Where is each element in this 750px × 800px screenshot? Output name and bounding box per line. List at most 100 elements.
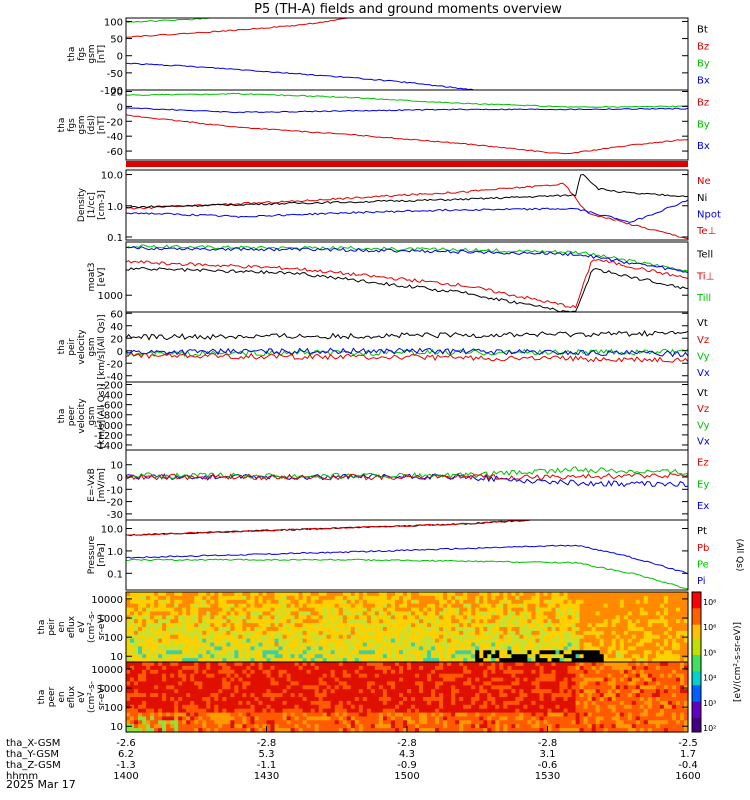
heatmap-cell (306, 665, 312, 671)
heatmap-cell (599, 685, 605, 690)
heatmap-cell (202, 603, 207, 609)
heatmap-cell (599, 623, 605, 628)
heatmap-cell (627, 662, 633, 667)
heatmap-cell (615, 689, 621, 694)
heatmap-cell (162, 704, 167, 710)
heatmap-cell (523, 595, 528, 601)
heatmap-cell (463, 728, 468, 733)
heatmap-cell (607, 615, 613, 620)
heatmap-cell (559, 700, 565, 706)
heatmap-cell (455, 685, 460, 690)
heatmap-cell (346, 669, 352, 675)
heatmap-cell (471, 623, 476, 628)
heatmap-cell (491, 716, 496, 721)
heatmap-cell (214, 669, 219, 675)
heatmap-cell (631, 619, 637, 624)
heatmap-cell (262, 595, 268, 601)
heatmap-cell (551, 619, 557, 624)
heatmap-cell (154, 697, 159, 702)
heatmap-cell (419, 673, 424, 679)
heatmap-cell (326, 615, 332, 620)
heatmap-cell (579, 689, 585, 694)
heatmap-cell (342, 611, 348, 616)
legend-By: By (697, 59, 710, 70)
heatmap-cell (567, 716, 573, 721)
heatmap-cell (378, 619, 384, 624)
heatmap-cell (411, 599, 416, 605)
heatmap-cell (479, 638, 484, 644)
heatmap-cell (435, 697, 440, 702)
series-density-Npot (125, 199, 689, 223)
heatmap-cell (647, 603, 653, 609)
heatmap-cell (334, 658, 340, 663)
heatmap-cell (519, 720, 524, 725)
heatmap-cell (579, 724, 585, 729)
heatmap-cell (671, 615, 677, 620)
heatmap-cell (415, 700, 420, 706)
heatmap-cell (234, 658, 239, 663)
heatmap-cell (242, 704, 247, 710)
heatmap-cell (403, 677, 408, 683)
heatmap-cell (258, 669, 264, 675)
heatmap-cell (407, 619, 412, 624)
heatmap-cell (138, 697, 143, 702)
heatmap-cell (435, 603, 440, 609)
heatmap-cell (491, 595, 496, 601)
heatmap-cell (130, 630, 135, 636)
heatmap-cell (615, 658, 621, 663)
heatmap-cell (354, 724, 360, 729)
heatmap-cell (318, 642, 324, 648)
heatmap-cell (166, 650, 171, 655)
heatmap-cell (350, 669, 356, 675)
heatmap-cell (366, 677, 372, 683)
heatmap-cell (475, 634, 480, 640)
heatmap-cell (314, 728, 320, 733)
heatmap-cell (467, 669, 472, 675)
heatmap-cell (226, 592, 231, 597)
heatmap-cell (322, 630, 328, 636)
heatmap-cell (531, 662, 536, 667)
heatmap-cell (491, 704, 496, 710)
heatmap-cell (475, 704, 480, 710)
heatmap-cell (680, 607, 685, 613)
heatmap-cell (431, 654, 436, 659)
heatmap-cell (286, 599, 292, 605)
heatmap-cell (342, 623, 348, 628)
heatmap-cell (386, 595, 392, 601)
heatmap-cell (511, 697, 516, 702)
heatmap-cell (302, 700, 308, 706)
heatmap-cell (427, 654, 432, 659)
heatmap-cell (655, 607, 661, 613)
heatmap-cell (282, 720, 288, 725)
heatmap-cell (178, 681, 183, 686)
heatmap-cell (190, 638, 195, 644)
heatmap-cell (479, 720, 484, 725)
heatmap-cell (150, 708, 155, 714)
heatmap-cell (635, 650, 641, 655)
heatmap-cell (515, 724, 520, 729)
heatmap-cell (134, 697, 139, 702)
heatmap-cell (555, 689, 561, 694)
heatmap-cell (543, 685, 549, 690)
heatmap-cell (242, 595, 247, 601)
heatmap-cell (174, 638, 179, 644)
heatmap-cell (298, 654, 304, 659)
heatmap-cell (266, 673, 272, 679)
heatmap-cell (571, 599, 577, 605)
heatmap-cell (403, 685, 408, 690)
heatmap-cell (142, 630, 147, 636)
heatmap-cell (395, 650, 400, 655)
heatmap-cell (222, 712, 227, 718)
heatmap-cell (399, 599, 404, 605)
heatmap-cell (551, 623, 557, 628)
heatmap-cell (358, 627, 364, 632)
heatmap-cell (579, 619, 585, 624)
heatmap-cell (378, 646, 384, 651)
heatmap-cell (667, 595, 673, 601)
heatmap-cell (162, 654, 167, 659)
heatmap-cell (503, 611, 508, 616)
heatmap-cell (479, 623, 484, 628)
heatmap-cell (314, 623, 320, 628)
heatmap-cell (330, 700, 336, 706)
heatmap-cell (178, 716, 183, 721)
